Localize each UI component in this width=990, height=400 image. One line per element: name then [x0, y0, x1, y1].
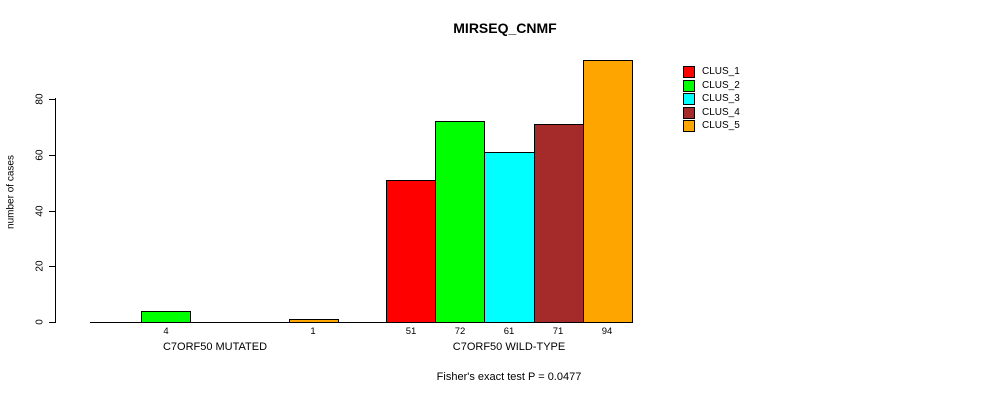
- legend-item-clus_5: CLUS_5: [683, 120, 740, 132]
- bar-value-label: 71: [552, 326, 564, 337]
- group-label: C7ORF50 MUTATED: [162, 341, 268, 353]
- legend-swatch-icon: [683, 107, 695, 119]
- bar-value-label: 4: [163, 326, 169, 337]
- y-tick-label: 80: [34, 93, 46, 105]
- bar-value-label: 72: [454, 326, 466, 337]
- legend-item-clus_3: CLUS_3: [683, 93, 740, 105]
- y-axis-tick: [49, 266, 56, 267]
- bar-clus_2: [141, 311, 191, 323]
- bar-clus_5: [289, 319, 339, 323]
- y-tick-label: 60: [34, 149, 46, 161]
- bar-clus_5: [583, 60, 633, 323]
- legend-item-clus_4: CLUS_4: [683, 107, 740, 119]
- legend-label: CLUS_2: [702, 80, 740, 91]
- legend-label: CLUS_1: [702, 66, 740, 77]
- bar-value-label: 1: [310, 326, 316, 337]
- y-tick-label: 20: [34, 260, 46, 272]
- y-tick-label: 40: [34, 205, 46, 217]
- bar-clus_2: [435, 121, 485, 323]
- legend-item-clus_1: CLUS_1: [683, 66, 740, 78]
- bar-clus_4: [534, 124, 584, 323]
- legend-swatch-icon: [683, 93, 695, 105]
- y-axis-tick: [49, 99, 56, 100]
- x-baseline: [90, 322, 632, 323]
- legend-swatch-icon: [683, 66, 695, 78]
- y-axis-tick: [49, 211, 56, 212]
- group-label: C7ORF50 WILD-TYPE: [452, 341, 566, 353]
- legend-label: CLUS_5: [702, 120, 740, 131]
- y-axis-tick: [49, 155, 56, 156]
- legend-label: CLUS_3: [702, 93, 740, 104]
- legend-label: CLUS_4: [702, 107, 740, 118]
- bar-value-label: 61: [503, 326, 515, 337]
- legend-item-clus_2: CLUS_2: [683, 80, 740, 92]
- y-axis-tick: [49, 322, 56, 323]
- bar-value-label: 51: [405, 326, 417, 337]
- y-axis-line: [55, 98, 56, 323]
- bar-value-label: 94: [601, 326, 613, 337]
- bar-clus_1: [386, 180, 436, 323]
- legend-swatch-icon: [683, 120, 695, 132]
- chart-title: MIRSEQ_CNMF: [453, 20, 557, 36]
- bar-clus_3: [484, 152, 535, 323]
- fisher-test-note: Fisher's exact test P = 0.0477: [436, 371, 582, 383]
- y-tick-label: 0: [34, 319, 46, 325]
- legend-swatch-icon: [683, 80, 695, 92]
